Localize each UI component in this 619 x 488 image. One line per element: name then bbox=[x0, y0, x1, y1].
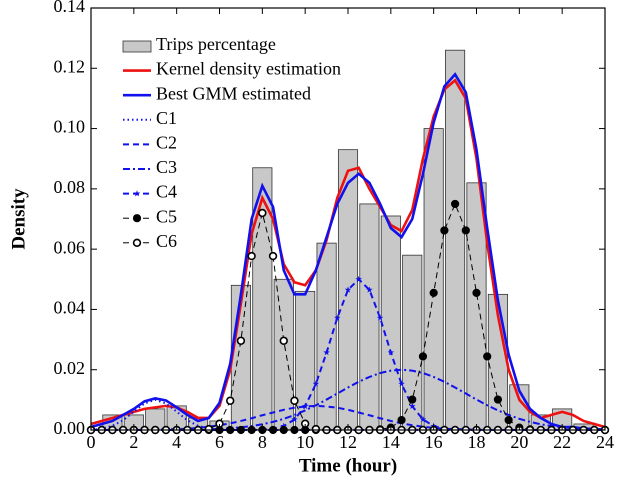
marker bbox=[355, 275, 362, 283]
x-tick-label: 2 bbox=[129, 432, 138, 452]
marker bbox=[387, 349, 395, 356]
marker bbox=[132, 214, 142, 223]
marker bbox=[323, 349, 330, 356]
legend-label: C3 bbox=[156, 157, 177, 177]
marker bbox=[236, 336, 246, 345]
marker bbox=[301, 402, 309, 409]
bar bbox=[273, 278, 294, 431]
x-tick-label: 16 bbox=[425, 432, 443, 452]
bar bbox=[380, 215, 401, 431]
y-tick-label: 0.00 bbox=[54, 418, 86, 438]
x-tick-label: 18 bbox=[468, 432, 486, 452]
marker bbox=[419, 416, 427, 423]
marker bbox=[408, 395, 417, 404]
marker bbox=[398, 380, 405, 387]
series-line bbox=[90, 72, 606, 431]
x-tick-label: 8 bbox=[258, 432, 267, 452]
legend-label: Best GMM estimated bbox=[156, 83, 311, 103]
bar bbox=[423, 128, 444, 431]
x-tick-label: 22 bbox=[553, 432, 571, 452]
legend-label: C6 bbox=[156, 231, 177, 251]
y-tick-label: 0.12 bbox=[54, 56, 86, 76]
marker bbox=[334, 314, 341, 321]
marker bbox=[493, 395, 503, 404]
legend-label: Trips percentage bbox=[156, 34, 276, 54]
marker bbox=[311, 424, 321, 434]
x-tick-label: 10 bbox=[296, 432, 314, 452]
y-tick-label: 0.10 bbox=[54, 117, 86, 137]
marker bbox=[376, 314, 384, 321]
x-tick-label: 12 bbox=[339, 432, 357, 452]
marker bbox=[409, 402, 416, 409]
marker bbox=[204, 424, 213, 434]
y-tick-label: 0.08 bbox=[54, 177, 86, 197]
legend-label: C4 bbox=[156, 182, 177, 202]
y-tick-label: 0.06 bbox=[54, 237, 86, 257]
marker bbox=[258, 208, 267, 218]
y-axis-label: Density bbox=[8, 188, 29, 250]
legend-label: C5 bbox=[156, 206, 177, 226]
marker bbox=[450, 199, 460, 209]
marker bbox=[397, 415, 406, 425]
x-axis-label: Time (hour) bbox=[299, 455, 397, 476]
bar bbox=[316, 242, 337, 431]
marker bbox=[366, 286, 373, 293]
marker bbox=[504, 415, 513, 425]
x-tick-label: 4 bbox=[172, 432, 181, 452]
marker bbox=[429, 288, 438, 297]
y-tick-label: 0.14 bbox=[54, 0, 86, 16]
marker bbox=[226, 396, 235, 405]
marker bbox=[290, 396, 299, 405]
marker bbox=[279, 336, 288, 345]
legend-swatch bbox=[122, 40, 152, 53]
y-tick-label: 0.02 bbox=[54, 358, 86, 378]
marker bbox=[461, 226, 470, 235]
marker bbox=[247, 251, 256, 261]
x-tick-label: 20 bbox=[510, 432, 528, 452]
bar bbox=[359, 203, 380, 431]
marker bbox=[268, 251, 278, 261]
marker bbox=[280, 422, 287, 429]
marker bbox=[291, 416, 298, 423]
marker bbox=[344, 286, 352, 293]
x-tick-label: 6 bbox=[215, 432, 224, 452]
y-tick-label: 0.04 bbox=[54, 298, 86, 318]
marker bbox=[483, 352, 492, 361]
legend: Trips percentage Kernel density estimatio… bbox=[122, 34, 341, 251]
x-tick-label: 0 bbox=[87, 432, 96, 452]
marker bbox=[133, 190, 141, 197]
bar bbox=[445, 49, 466, 431]
marker bbox=[418, 352, 428, 361]
x-tick-label: 14 bbox=[382, 432, 400, 452]
marker bbox=[472, 288, 481, 297]
x-tick-label: 24 bbox=[596, 432, 614, 452]
marker bbox=[132, 238, 142, 248]
legend-label: Kernel density estimation bbox=[156, 59, 341, 79]
marker bbox=[312, 380, 320, 387]
legend-label: C1 bbox=[156, 108, 177, 128]
marker bbox=[440, 226, 449, 235]
legend-label: C2 bbox=[156, 133, 177, 153]
